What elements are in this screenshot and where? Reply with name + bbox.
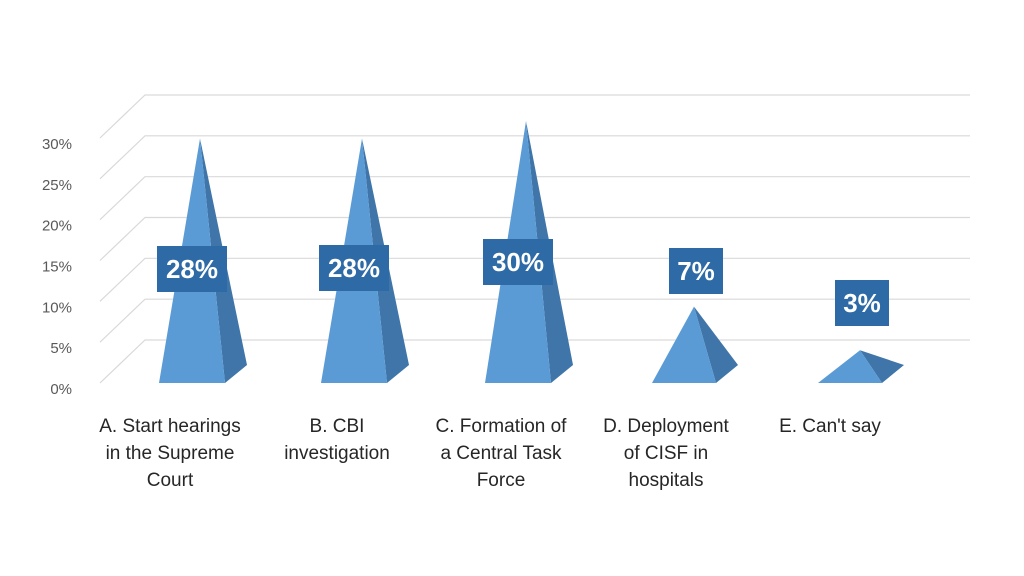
bar-side-face (860, 350, 904, 383)
x-category-label: of CISF in (624, 443, 708, 464)
bar (818, 350, 882, 383)
x-category-label: investigation (284, 443, 390, 464)
gridline (99, 94, 970, 139)
x-category-label: Court (147, 470, 194, 491)
y-tick-label: 5% (50, 340, 72, 357)
y-tick-label: 30% (42, 136, 72, 153)
bar (652, 306, 716, 383)
data-label: 30% (492, 247, 544, 277)
data-label-box (835, 280, 889, 326)
x-category-label: hospitals (629, 470, 704, 491)
data-label-box (669, 248, 723, 294)
gridline (99, 176, 970, 221)
x-category-label: E. Can't say (779, 416, 881, 437)
x-category-label: B. CBI (310, 416, 365, 437)
data-label-box (157, 246, 227, 292)
gridline (99, 298, 970, 343)
x-category-label: C. Formation of (436, 416, 568, 437)
data-label: 7% (677, 256, 715, 286)
data-label: 3% (843, 288, 881, 318)
data-label: 28% (166, 254, 218, 284)
x-category-label: D. Deployment (603, 416, 729, 437)
gridline (99, 216, 970, 261)
bar-side-face (694, 306, 738, 383)
x-category-label: Force (477, 470, 526, 491)
y-tick-label: 0% (50, 381, 72, 398)
x-category-label: A. Start hearings (99, 416, 241, 437)
y-tick-label: 15% (42, 259, 72, 276)
y-tick-label: 20% (42, 218, 72, 235)
x-category-label: a Central Task (440, 443, 562, 464)
gridline (99, 135, 970, 180)
data-label-box (319, 245, 389, 291)
x-category-label: in the Supreme (106, 443, 235, 464)
data-label: 28% (328, 253, 380, 283)
data-label-box (483, 239, 553, 285)
y-tick-label: 10% (42, 299, 72, 316)
y-tick-label: 25% (42, 177, 72, 194)
